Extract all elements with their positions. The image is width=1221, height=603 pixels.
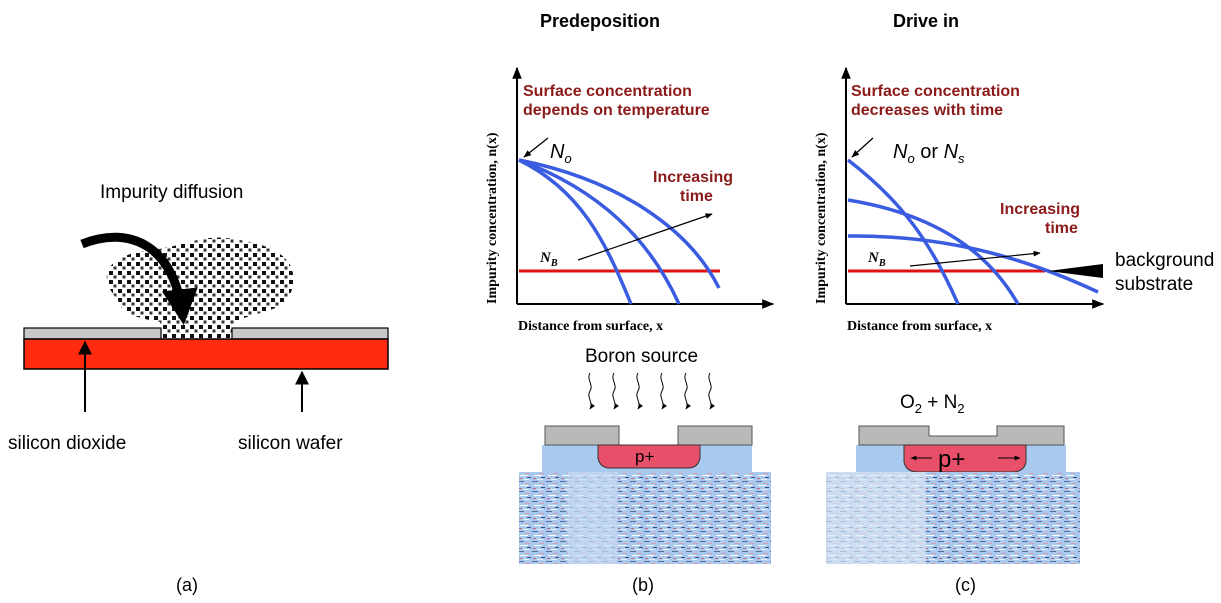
drive-curve-2 (847, 198, 1020, 305)
boron-source-label: Boron source (585, 346, 698, 367)
drive-in-title: Drive in (893, 11, 959, 31)
increasing-time-c-line1: Increasing (1000, 201, 1080, 218)
surface-pointer-c (851, 137, 874, 158)
no-label-b: No (550, 141, 572, 166)
p-plus-label-c: p+ (938, 446, 965, 473)
predep-curve-2 (518, 158, 681, 305)
caption-b: (b) (632, 575, 654, 595)
time-arrow-c (909, 250, 1041, 267)
nb-label-b: NB (539, 250, 558, 269)
nb-label-c: NB (867, 250, 886, 269)
impurity-cloud (106, 237, 294, 340)
predep-curve-1 (518, 158, 633, 305)
caption-c: (c) (955, 575, 976, 595)
drive-curve-1 (846, 158, 960, 305)
diffusion-arrow (80, 232, 198, 326)
oxide-layer-left (23, 327, 162, 340)
y-axis-label-c: Impurity concentration, n(x) (814, 132, 829, 304)
p-region-b (597, 444, 701, 469)
background-label-line2: substrate (1115, 274, 1193, 295)
panel-b: Predeposition Impurity concentration, n(… (485, 11, 775, 595)
x-axis-label-c: Distance from surface, x (847, 319, 992, 334)
increasing-time-b-line1: Increasing (653, 169, 733, 186)
panel-a: Impurity diffusion silicon dioxide silic… (8, 182, 389, 595)
silicon-dioxide-label: silicon dioxide (8, 433, 126, 454)
boron-source-arrows (588, 372, 715, 410)
substrate-pointer-arrow (1048, 264, 1103, 278)
oxide-right-b (677, 425, 753, 446)
predeposition-title: Predeposition (540, 11, 660, 31)
p-plus-label-b: p+ (635, 447, 654, 466)
oxide-left-b (544, 425, 620, 446)
caption-a: (a) (176, 575, 198, 595)
substrate-bulk-b (519, 472, 771, 564)
silicon-wafer (23, 338, 389, 370)
surface-pointer-b (523, 137, 549, 158)
panel-c: Drive in Impurity concentration, n(x) Di… (814, 11, 1214, 595)
background-label-line1: background (1115, 250, 1214, 271)
increasing-time-b-line2: time (680, 188, 713, 205)
substrate-streak-c (826, 472, 926, 564)
predep-curve-3 (518, 158, 721, 289)
surface-note-b-line2: depends on temperature (523, 102, 710, 119)
substrate-streak-b (568, 472, 618, 564)
silicon-wafer-label: silicon wafer (238, 433, 343, 454)
no-ns-label-c: No or Ns (893, 141, 965, 166)
drive-curve-3 (847, 234, 1099, 294)
ambient-gas-label: O2 + N2 (900, 392, 965, 416)
surface-note-c-line2: decreases with time (851, 102, 1003, 119)
oxide-layer-c (858, 425, 1065, 446)
impurity-diffusion-label: Impurity diffusion (100, 182, 243, 203)
surface-note-c-line1: Surface concentration (851, 83, 1020, 100)
y-axis-label-b: Impurity concentration, n(x) (485, 132, 500, 304)
increasing-time-c-line2: time (1045, 220, 1078, 237)
x-axis-label-b: Distance from surface, x (518, 319, 663, 334)
oxide-layer-right (231, 327, 389, 340)
time-arrow-b (577, 213, 713, 261)
surface-note-b-line1: Surface concentration (523, 83, 692, 100)
